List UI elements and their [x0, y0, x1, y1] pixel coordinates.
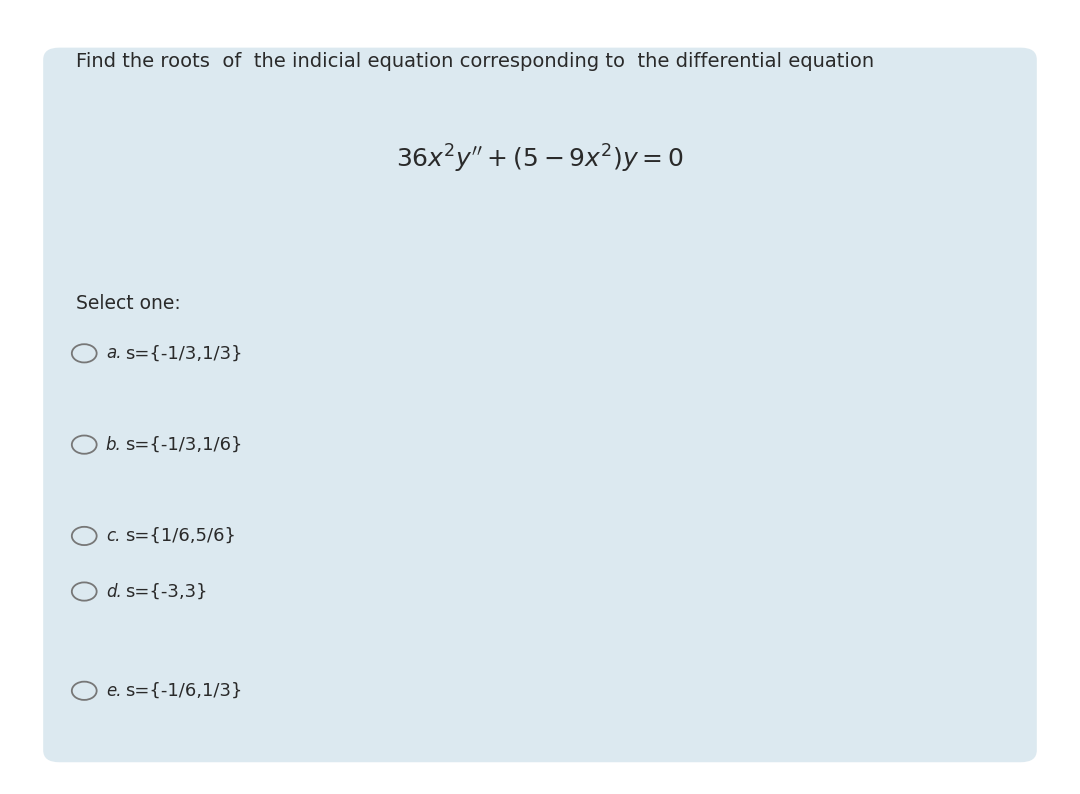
- Text: s={-1/6,1/3}: s={-1/6,1/3}: [125, 682, 243, 700]
- Text: Select one:: Select one:: [76, 294, 180, 313]
- Text: a.: a.: [106, 345, 121, 362]
- Text: d.: d.: [106, 583, 122, 600]
- Text: Find the roots  of  the indicial equation corresponding to  the differential equ: Find the roots of the indicial equation …: [76, 52, 874, 71]
- Text: e.: e.: [106, 682, 121, 700]
- Text: b.: b.: [106, 436, 122, 453]
- Text: c.: c.: [106, 527, 120, 545]
- Text: s={-3,3}: s={-3,3}: [125, 583, 207, 600]
- Text: s={-1/3,1/6}: s={-1/3,1/6}: [125, 436, 243, 453]
- Text: $36x^2y'' + (5 - 9x^2)y = 0$: $36x^2y'' + (5 - 9x^2)y = 0$: [396, 143, 684, 175]
- Text: s={1/6,5/6}: s={1/6,5/6}: [125, 527, 237, 545]
- Text: s={-1/3,1/3}: s={-1/3,1/3}: [125, 345, 243, 362]
